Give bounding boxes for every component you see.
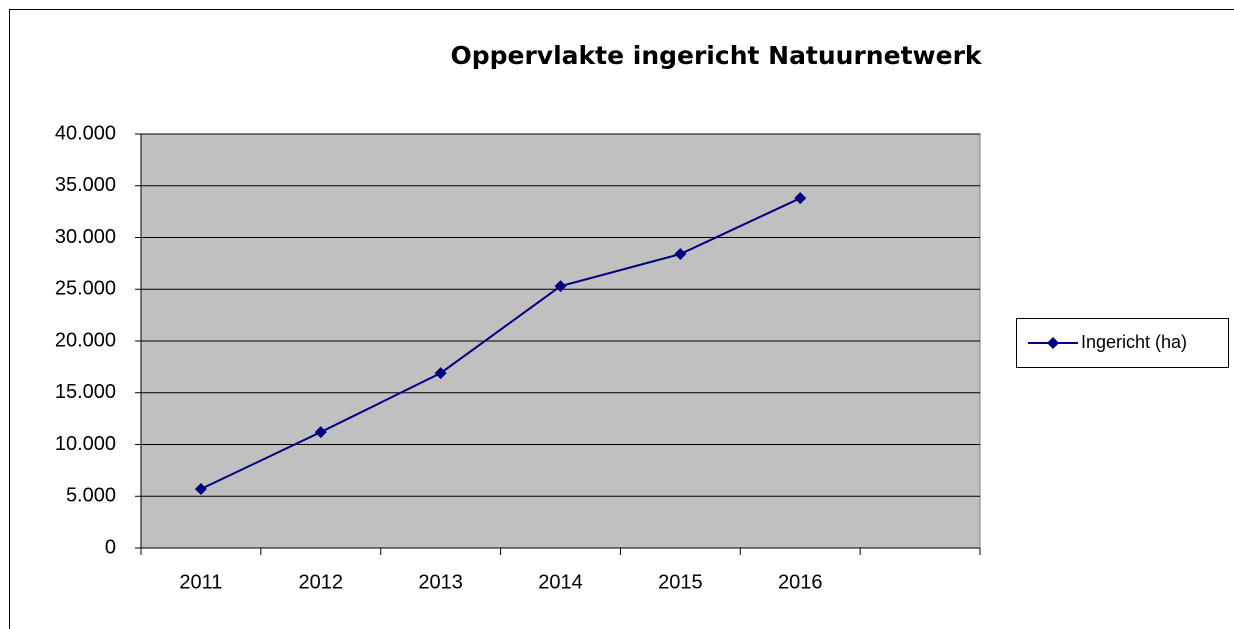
data-point	[434, 367, 447, 380]
series-line	[200, 197, 801, 490]
y-tick-label: 0	[105, 536, 116, 558]
y-tick-label: 40.000	[55, 122, 116, 144]
y-tick-label: 35.000	[55, 174, 116, 196]
x-tick-label: 2012	[299, 571, 344, 593]
y-tick-label: 15.000	[55, 381, 116, 403]
x-tick-label: 2015	[658, 571, 703, 593]
data-point	[194, 483, 207, 496]
x-tick-label: 2016	[778, 571, 823, 593]
legend-label: Ingericht (ha)	[1081, 332, 1187, 352]
x-tick-label: 2013	[418, 571, 463, 593]
y-tick-label: 20.000	[55, 329, 116, 351]
y-tick-label: 25.000	[55, 278, 116, 300]
legend-marker	[1047, 337, 1059, 349]
data-point	[794, 192, 807, 205]
data-point	[674, 248, 687, 261]
y-tick-label: 5.000	[66, 485, 116, 507]
x-tick-label: 2014	[538, 571, 583, 593]
x-tick-label: 2011	[179, 571, 222, 593]
data-point	[314, 426, 327, 439]
y-tick-label: 10.000	[55, 433, 116, 455]
data-point	[554, 280, 567, 293]
y-tick-label: 30.000	[55, 226, 116, 248]
chart-title: Oppervlakte ingericht Natuurnetwerk	[450, 41, 982, 70]
